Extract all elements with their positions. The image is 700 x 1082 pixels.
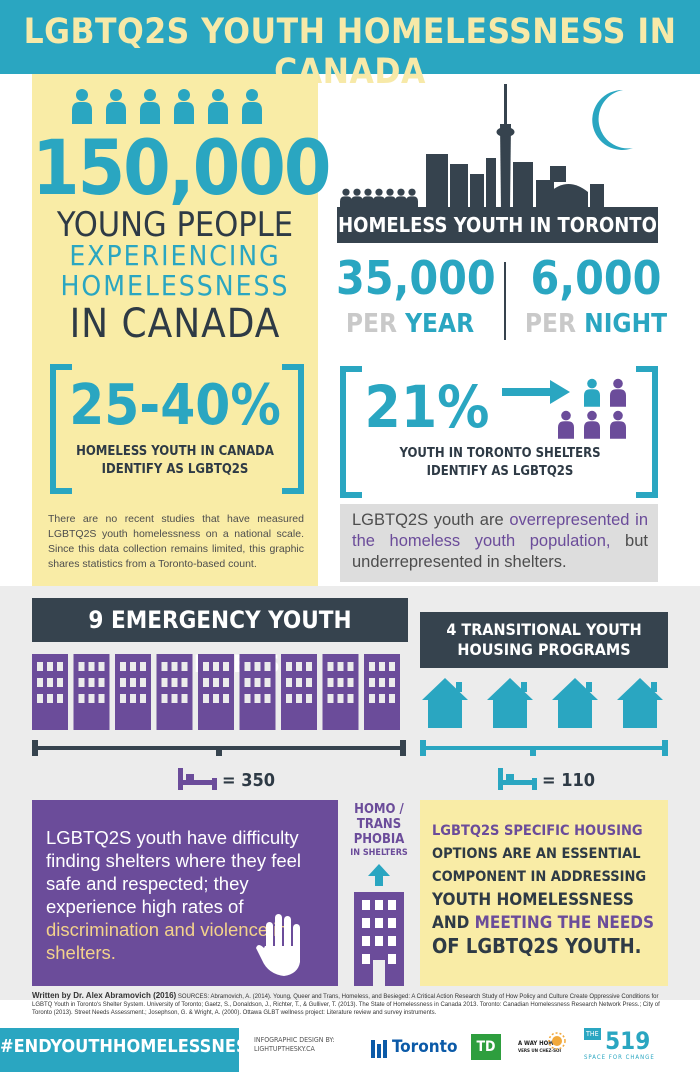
divider bbox=[504, 262, 506, 340]
national-line-2: EXPERIENCING bbox=[69, 239, 281, 272]
conclusion-text: LGBTQ2S SPECIFIC HOUSING OPTIONS ARE AN … bbox=[432, 823, 655, 958]
person-icon bbox=[208, 89, 228, 124]
up-arrow-icon bbox=[368, 864, 390, 886]
person-icon bbox=[106, 89, 126, 124]
shelter-building-icon bbox=[156, 654, 193, 730]
toronto-skyline-illustration bbox=[340, 84, 633, 210]
stop-hand-icon bbox=[256, 914, 300, 976]
bed-icon bbox=[178, 768, 217, 790]
shelter-building-icon bbox=[354, 892, 404, 986]
shelter-building-icon bbox=[281, 654, 317, 730]
national-line-3: HOMELESSNESS bbox=[60, 269, 290, 302]
night-count: 6,000 bbox=[530, 251, 662, 305]
national-line-1: YOUNG PEOPLE bbox=[56, 205, 294, 245]
person-icon bbox=[584, 410, 600, 439]
night-label: PER NIGHT bbox=[524, 309, 668, 339]
person-icon bbox=[362, 188, 374, 210]
person-icon bbox=[384, 188, 396, 210]
shelters-title: 9 EMERGENCY YOUTH SHELTERS bbox=[32, 598, 408, 678]
shelter-building-icon bbox=[322, 654, 359, 730]
person-icon bbox=[406, 188, 418, 210]
house-icon bbox=[552, 678, 598, 728]
house-icon bbox=[422, 678, 468, 728]
shelter-building-icon bbox=[239, 654, 276, 730]
a-way-home-logo: A WAY HOME VERS UN CHEZ-SOI bbox=[518, 1040, 561, 1054]
difficulty-text: LGBTQ2S youth have difficulty finding sh… bbox=[46, 827, 302, 963]
person-icon bbox=[395, 188, 407, 210]
person-icon bbox=[140, 89, 160, 124]
national-line-4: IN CANADA bbox=[69, 301, 281, 347]
national-panel bbox=[32, 74, 318, 586]
hashtag-bar bbox=[0, 1028, 239, 1072]
person-icon bbox=[174, 89, 194, 124]
housing-brace bbox=[420, 740, 668, 756]
shelter-building-icon bbox=[73, 654, 110, 730]
header-bar bbox=[0, 0, 700, 74]
person-icon bbox=[340, 188, 352, 210]
toronto-percent-caption-1: YOUTH IN TORONTO SHELTERS bbox=[399, 446, 601, 461]
callout-box bbox=[340, 504, 658, 582]
person-icon bbox=[610, 410, 626, 439]
conclusion-box bbox=[420, 800, 668, 986]
arrow-people-icon bbox=[502, 378, 626, 439]
sun-icon bbox=[548, 1032, 566, 1050]
toronto-percent-caption-2: IDENTIFY AS LGBTQ2S bbox=[426, 464, 574, 479]
shelter-beds-count: = 350 bbox=[222, 770, 276, 791]
bracket-right bbox=[282, 364, 304, 494]
design-credit: INFOGRAPHIC DESIGN BY: LIGHTUPTHESKY.CA bbox=[254, 1036, 335, 1053]
person-icon bbox=[373, 188, 385, 210]
national-count: 150,000 bbox=[32, 123, 331, 212]
bracket-right bbox=[636, 366, 658, 498]
shelter-buildings bbox=[32, 654, 400, 730]
house-icon bbox=[487, 678, 533, 728]
housing-beds-count: = 110 bbox=[542, 770, 596, 791]
people-icon-row bbox=[72, 89, 262, 124]
shelter-building-icon bbox=[198, 654, 234, 730]
sources-text: Written by Dr. Alex Abramovich (2016) SO… bbox=[32, 991, 660, 1017]
national-percent-caption-2: IDENTIFY AS LGBTQ2S bbox=[101, 462, 249, 477]
national-percent-caption-1: HOMELESS YOUTH IN CANADA bbox=[76, 444, 274, 459]
moon-icon bbox=[592, 89, 633, 150]
person-icon bbox=[584, 378, 600, 407]
shelters-brace bbox=[32, 740, 406, 756]
shelter-building-icon bbox=[115, 654, 151, 730]
national-note: There are no recent studies that have me… bbox=[48, 513, 304, 570]
toronto-percent: 21% bbox=[364, 373, 490, 441]
person-icon bbox=[351, 188, 363, 210]
bracket-left bbox=[50, 364, 72, 494]
hashtag-text: #ENDYOUTHHOMELESSNESS bbox=[0, 1036, 259, 1057]
callout-text: LGBTQ2S youth are overrepresented in the… bbox=[352, 511, 648, 571]
bracket-left bbox=[340, 366, 362, 498]
the-519-logo: THE 519 SPACE FOR CHANGE bbox=[584, 1027, 655, 1061]
person-icon bbox=[242, 89, 262, 124]
person-icon bbox=[72, 89, 92, 124]
toronto-logo: Toronto bbox=[370, 1034, 457, 1060]
housing-houses bbox=[422, 678, 663, 728]
shelter-building-icon bbox=[32, 654, 68, 730]
year-count: 35,000 bbox=[336, 251, 496, 305]
housing-title: 4 TRANSITIONAL YOUTH HOUSING PROGRAMS bbox=[420, 612, 668, 668]
bed-icon bbox=[498, 768, 537, 790]
national-percent: 25-40% bbox=[69, 373, 281, 438]
homophobia-label: HOMO / TRANS PHOBIA IN SHELTERS bbox=[350, 802, 408, 858]
year-label: PER YEAR bbox=[345, 309, 475, 339]
td-logo: TD bbox=[471, 1034, 501, 1060]
person-icon bbox=[558, 410, 574, 439]
house-icon bbox=[617, 678, 663, 728]
shelter-building-icon bbox=[364, 654, 400, 730]
person-icon bbox=[610, 378, 626, 407]
toronto-title: HOMELESS YOUTH IN TORONTO bbox=[337, 207, 658, 243]
page-title: LGBTQ2S YOUTH HOMELESSNESS IN CANADA bbox=[23, 12, 677, 92]
